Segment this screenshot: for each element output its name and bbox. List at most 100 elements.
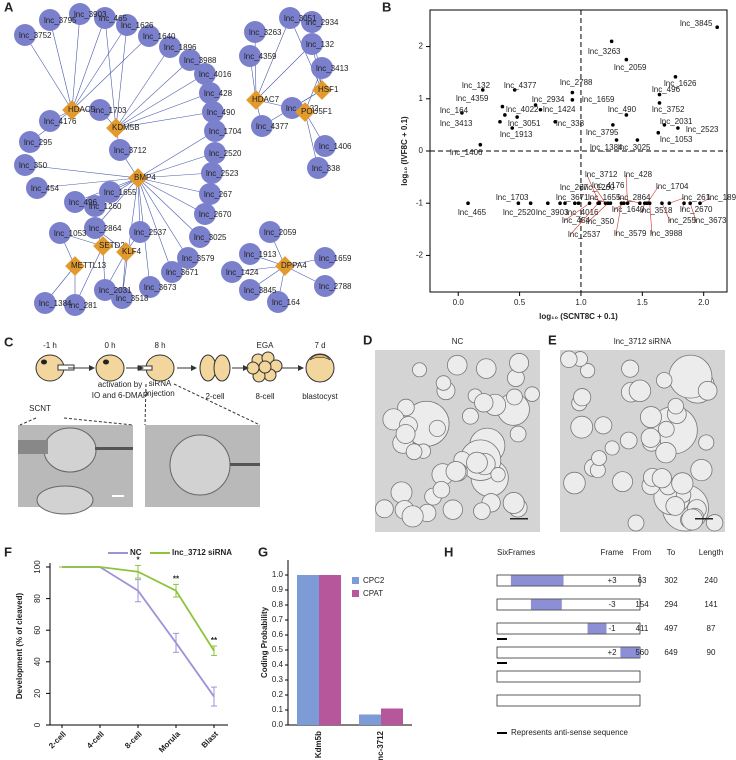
frame-cell: 63 — [638, 576, 647, 585]
point — [570, 98, 575, 102]
y-tick-label: -1 — [416, 198, 424, 207]
embryo — [476, 358, 497, 379]
blastomere — [246, 361, 260, 375]
point — [500, 104, 505, 109]
point — [647, 201, 652, 206]
leader-line — [646, 186, 659, 204]
legend-swatch — [352, 590, 359, 597]
x-axis-title: log₁₀ (SCNT8C + 0.1) — [539, 312, 618, 321]
gene-node — [295, 102, 315, 122]
point-label: lnc_350 — [586, 217, 615, 226]
edge — [121, 177, 139, 299]
x-tick-label: 0.5 — [514, 298, 526, 307]
embryo — [462, 407, 479, 425]
lncrna-label: lnc_1896 — [164, 43, 197, 52]
error-bar — [135, 579, 141, 603]
point-label: lnc_1640 — [612, 205, 645, 214]
dashed-guide — [63, 417, 134, 426]
point-label: lnc_4022 — [506, 105, 539, 114]
column-header: Frame — [600, 548, 624, 557]
point — [673, 75, 678, 79]
lncrna-node — [129, 221, 151, 243]
lncrna-node — [139, 276, 161, 298]
micro-oocyte — [169, 434, 231, 496]
lncrna-label: lnc_3673 — [144, 283, 177, 292]
lncrna-node — [194, 63, 216, 85]
lncrna-label: lnc_2520 — [209, 149, 242, 158]
lncrna-label: lnc_454 — [31, 184, 60, 193]
lncrna-node — [314, 135, 336, 157]
embryo — [655, 442, 677, 464]
embryo — [442, 499, 463, 520]
gene-node — [275, 256, 295, 276]
lncrna-node — [239, 45, 261, 67]
lncrna-node — [204, 120, 226, 142]
micro-pipette — [18, 440, 48, 454]
point — [657, 101, 662, 105]
leader-line — [661, 203, 671, 222]
lncrna-node — [189, 226, 211, 248]
gene-node — [116, 242, 136, 262]
point-label: lnc_1659 — [582, 95, 615, 104]
gene-label: DPPA4 — [281, 261, 307, 270]
y-tick-label: 0.3 — [272, 675, 284, 684]
point — [515, 115, 519, 119]
lncrna-label: lnc_3712 — [114, 146, 147, 155]
point — [533, 103, 538, 107]
point-label: lnc_3795 — [586, 128, 619, 137]
point-label: lnc_3671 — [556, 193, 589, 202]
embryo — [570, 415, 594, 439]
lncrna-label: lnc_2059 — [264, 228, 297, 237]
edge — [104, 17, 117, 129]
embryo — [667, 398, 685, 415]
y-tick-label: 0.2 — [272, 690, 284, 699]
dashed-guide — [173, 383, 261, 426]
point-label: lnc_3673 — [694, 216, 727, 225]
lncrna-node — [111, 287, 133, 309]
legend-label: CPC2 — [363, 576, 385, 585]
inner-cell-mass — [309, 354, 331, 361]
point — [538, 107, 543, 112]
point-label: lnc_2670 — [680, 205, 713, 214]
embryo — [412, 362, 427, 378]
edge — [137, 152, 216, 179]
leader-line — [563, 202, 590, 222]
point — [480, 88, 485, 92]
lncrna-node — [89, 99, 111, 121]
micro-needle — [230, 463, 260, 466]
antisense-note: Represents anti-sense sequence — [511, 728, 629, 737]
lncrna-node — [94, 7, 116, 29]
point — [528, 201, 533, 206]
frame-cell: 240 — [704, 576, 718, 585]
lncrna-node — [84, 217, 106, 239]
lncrna-label: lnc_338 — [312, 164, 341, 173]
embryo — [473, 502, 491, 520]
gene-label: HSF1 — [318, 85, 339, 94]
point — [596, 201, 600, 206]
x-tick-label: 8-cell — [123, 730, 144, 751]
micro-oocyte — [43, 427, 97, 473]
point-label: lnc_2523 — [686, 125, 719, 134]
edge — [36, 177, 139, 189]
frame-cell: 141 — [704, 600, 718, 609]
stage-caption: activation by — [98, 380, 142, 389]
significance-mark: ** — [173, 574, 180, 583]
frame-bar — [496, 646, 641, 659]
point — [478, 142, 483, 147]
point-label: lnc_2864 — [618, 193, 651, 202]
embryo — [446, 354, 468, 376]
leader-line — [649, 203, 653, 235]
point-label: lnc_4377 — [504, 81, 537, 90]
significance-mark: ** — [211, 636, 218, 645]
bar — [381, 708, 403, 725]
time-label: -1 h — [43, 341, 57, 350]
lncrna-node — [14, 24, 36, 46]
lncrna-node — [179, 49, 201, 71]
point — [660, 201, 664, 206]
lncrna-label: lnc_3025 — [194, 233, 227, 242]
lncrna-label: lnc_4176 — [44, 117, 77, 126]
lncrna-label: lnc_3752 — [19, 31, 52, 40]
leader-line — [615, 203, 622, 235]
x-tick-label: 2.0 — [698, 298, 710, 307]
edge — [24, 164, 139, 179]
